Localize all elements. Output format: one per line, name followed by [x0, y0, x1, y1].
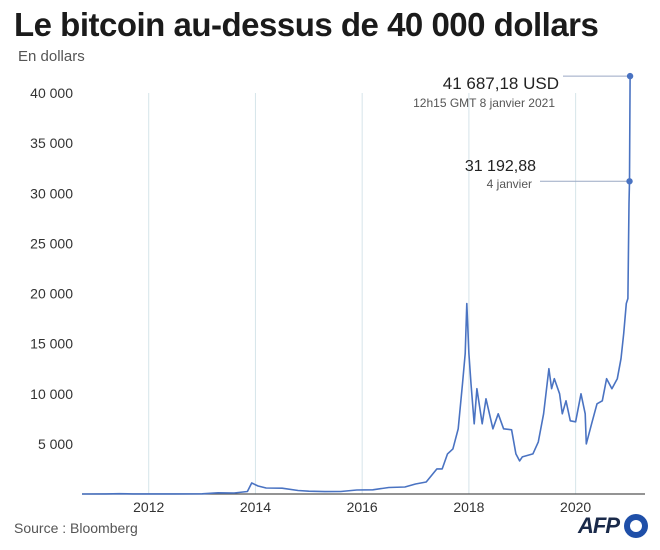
y-tick-label: 35 000 [30, 135, 73, 151]
afp-logo-mark [624, 514, 648, 538]
annotation-date: 4 janvier [487, 177, 532, 191]
y-axis-unit-label: En dollars [18, 48, 85, 65]
y-tick-label: 20 000 [30, 286, 73, 302]
y-tick-label: 15 000 [30, 336, 73, 352]
annotation-value: 41 687,18 USD [443, 74, 559, 93]
y-axis-tick-labels: 5 000 10 000 15 000 20 000 25 000 30 000 35 00… [30, 85, 73, 452]
price-line [81, 76, 631, 495]
annotations: 41 687,18 USD 12h15 GMT 8 janvier 2021 31 … [413, 72, 634, 191]
afp-logo: AFP [578, 511, 648, 541]
annotation-marker [626, 72, 634, 80]
x-tick-label: 2020 [560, 499, 591, 515]
x-tick-label: 2016 [347, 499, 378, 515]
grid-lines [148, 93, 577, 494]
y-tick-label: 25 000 [30, 235, 73, 251]
y-tick-label: 10 000 [30, 386, 73, 402]
annotation-marker [626, 178, 633, 185]
afp-logo-text: AFP [578, 513, 620, 538]
x-tick-label: 2012 [133, 499, 164, 515]
annotation-value: 31 192,88 [465, 158, 536, 175]
chart-title: Le bitcoin au-dessus de 40 000 dollars [14, 6, 599, 43]
y-tick-label: 40 000 [30, 85, 73, 101]
x-tick-label: 2018 [453, 499, 484, 515]
x-axis-tick-labels: 2012 2014 2016 2018 2020 [133, 499, 591, 515]
source-note: Source : Bloomberg [14, 520, 138, 536]
y-tick-label: 5 000 [38, 436, 73, 452]
y-tick-label: 30 000 [30, 185, 73, 201]
annotation-date: 12h15 GMT 8 janvier 2021 [413, 96, 555, 110]
x-tick-label: 2014 [240, 499, 271, 515]
